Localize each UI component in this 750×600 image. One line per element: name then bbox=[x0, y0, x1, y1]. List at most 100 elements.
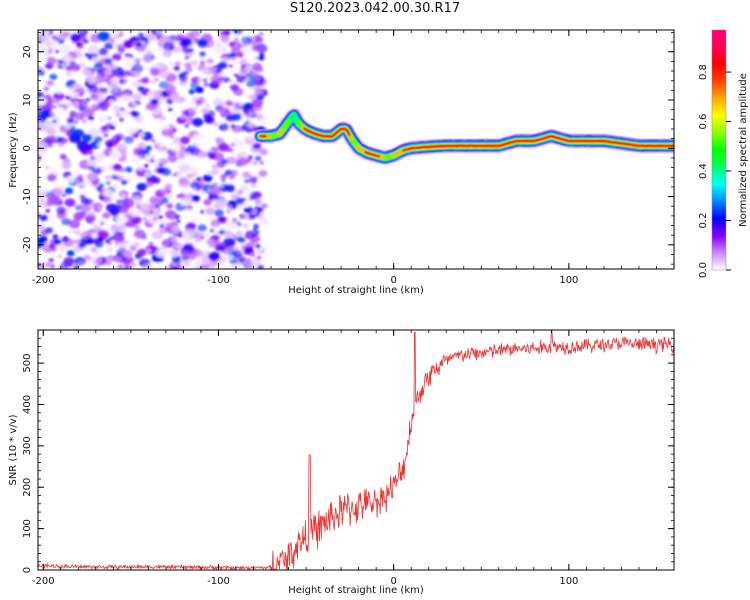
noise-blob bbox=[76, 41, 83, 47]
noise-blob bbox=[136, 183, 147, 191]
noise-blob bbox=[144, 67, 150, 72]
noise-blob bbox=[137, 32, 145, 38]
ridge-edge bbox=[312, 126, 317, 129]
ridge-edge bbox=[376, 148, 380, 151]
noise-blob bbox=[135, 61, 140, 66]
noise-blob bbox=[103, 188, 114, 198]
colorbar-ticks: 0.0 0.2 0.4 0.6 0.8 bbox=[698, 64, 731, 278]
ridge-edge bbox=[400, 143, 405, 146]
noise-blob bbox=[87, 44, 100, 54]
noise-blob bbox=[236, 98, 242, 103]
y-tick-label: 0 bbox=[22, 145, 33, 151]
noise-blob bbox=[116, 43, 125, 50]
noise-blob bbox=[173, 65, 181, 71]
noise-blob bbox=[157, 47, 163, 52]
noise-blob bbox=[160, 220, 167, 225]
noise-blob bbox=[251, 187, 256, 191]
spectrogram-frame bbox=[37, 29, 675, 270]
ridge-edge bbox=[551, 129, 555, 131]
noise-blob bbox=[38, 199, 49, 208]
noise-blob bbox=[218, 76, 225, 81]
noise-blob bbox=[258, 55, 265, 61]
noise-blob bbox=[121, 217, 129, 223]
noise-blob bbox=[189, 181, 199, 189]
ridge-edge bbox=[284, 115, 289, 121]
noise-blob bbox=[145, 180, 154, 187]
ridge-edge bbox=[561, 132, 566, 134]
noise-blob bbox=[54, 238, 62, 245]
noise-blob bbox=[43, 86, 50, 92]
noise-blob bbox=[224, 248, 231, 254]
noise-blob bbox=[214, 209, 224, 217]
noise-blob bbox=[207, 58, 214, 64]
noise-blob bbox=[97, 230, 110, 240]
noise-blob bbox=[249, 238, 255, 243]
ridge-edge bbox=[393, 146, 398, 150]
noise-blob bbox=[168, 249, 179, 258]
noise-blob bbox=[252, 62, 263, 71]
noise-blob bbox=[111, 136, 117, 141]
noise-blob bbox=[131, 111, 141, 118]
noise-blob bbox=[102, 221, 107, 225]
noise-blob bbox=[126, 111, 132, 115]
noise-blob bbox=[45, 209, 51, 213]
noise-blob bbox=[137, 129, 143, 133]
noise-blob bbox=[40, 229, 49, 236]
noise-blob bbox=[74, 238, 82, 244]
noise-blob bbox=[203, 82, 209, 87]
ridge-edge bbox=[512, 134, 517, 136]
noise-blob bbox=[212, 132, 219, 138]
noise-blob bbox=[124, 213, 130, 218]
noise-blob bbox=[86, 97, 91, 102]
noise-blob bbox=[152, 177, 161, 184]
noise-blob bbox=[46, 127, 57, 136]
snr-x-axis-label: Height of straight line (km) bbox=[288, 585, 424, 596]
noise-blob bbox=[180, 99, 185, 103]
x-tick-label: 100 bbox=[559, 275, 578, 286]
noise-blob bbox=[226, 90, 231, 95]
noise-blob bbox=[120, 206, 128, 212]
noise-blob bbox=[201, 266, 207, 269]
noise-blob bbox=[259, 148, 269, 156]
noise-blob bbox=[244, 102, 254, 110]
y-tick-label: 100 bbox=[22, 519, 33, 538]
noise-blob bbox=[183, 209, 196, 219]
noise-blob bbox=[212, 97, 225, 107]
spectrogram-ridge bbox=[253, 108, 674, 165]
noise-blob bbox=[135, 42, 142, 47]
noise-blob bbox=[103, 196, 112, 204]
noise-blob bbox=[108, 236, 115, 241]
noise-blob bbox=[100, 82, 109, 88]
ridge-edge bbox=[502, 137, 506, 139]
ridge-edge bbox=[305, 123, 310, 126]
noise-blob bbox=[239, 58, 248, 66]
noise-blob bbox=[138, 154, 145, 159]
noise-blob bbox=[97, 31, 109, 41]
noise-blob bbox=[64, 198, 76, 207]
noise-blob bbox=[184, 55, 190, 60]
noise-blob bbox=[81, 108, 94, 118]
noise-blob bbox=[104, 260, 111, 266]
noise-blob bbox=[170, 237, 178, 243]
noise-blob bbox=[121, 94, 132, 102]
noise-blob bbox=[133, 241, 141, 248]
noise-blob bbox=[228, 41, 236, 47]
spectrogram-noise bbox=[38, 30, 269, 269]
noise-blob bbox=[38, 110, 49, 120]
noise-blob bbox=[51, 114, 61, 122]
noise-blob bbox=[132, 102, 138, 106]
noise-blob bbox=[87, 64, 92, 68]
noise-blob bbox=[162, 50, 172, 58]
noise-blob bbox=[202, 78, 207, 82]
noise-blob bbox=[126, 167, 133, 173]
noise-blob bbox=[44, 135, 56, 145]
noise-blob bbox=[39, 197, 44, 201]
noise-blob bbox=[220, 174, 227, 180]
noise-blob bbox=[145, 145, 152, 151]
noise-blob bbox=[206, 162, 213, 168]
noise-blob bbox=[43, 30, 50, 35]
noise-blob bbox=[159, 151, 167, 157]
noise-blob bbox=[246, 206, 254, 212]
y-tick-label: -20 bbox=[22, 237, 33, 253]
noise-blob bbox=[123, 264, 131, 269]
